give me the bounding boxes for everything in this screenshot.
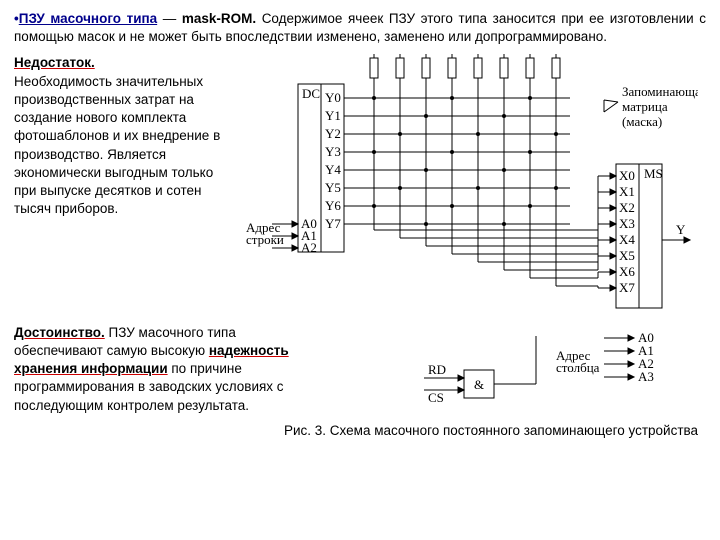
svg-text:Запоминающая: Запоминающая	[622, 84, 698, 99]
figure-caption-inline	[253, 398, 268, 413]
intro-paragraph: •ПЗУ масочного типа — mask-ROM. Содержим…	[14, 10, 706, 46]
svg-text:X1: X1	[619, 184, 635, 199]
svg-text:Y0: Y0	[325, 90, 341, 105]
svg-text:Адресстроки: Адресстроки	[246, 220, 284, 247]
svg-text:матрица: матрица	[622, 99, 668, 114]
diagram-lower: & RD CS Адрес столбца A0A1A2A3 Рис. 3. С…	[324, 324, 706, 449]
svg-text:A2: A2	[301, 240, 317, 255]
svg-text:Y7: Y7	[325, 216, 341, 231]
svg-text:DC: DC	[302, 86, 320, 101]
svg-text:столбца: столбца	[556, 360, 600, 375]
svg-text:X5: X5	[619, 248, 635, 263]
advantage-block: Достоинство. ПЗУ масочного типа обеспечи…	[14, 324, 324, 449]
svg-text:X6: X6	[619, 264, 635, 279]
figure-caption: Рис. 3. Схема масочного постоянного запо…	[284, 422, 714, 440]
svg-text:X0: X0	[619, 168, 635, 183]
svg-text:RD: RD	[428, 362, 446, 377]
rom-schematic-svg: DC Y0Y1Y2Y3Y4Y5Y6Y7 A0A1A2 MS X0X1X2X3X4…	[228, 54, 698, 314]
svg-text:A3: A3	[638, 369, 654, 384]
drawback-heading: Недостаток.	[14, 55, 95, 70]
svg-text:Y5: Y5	[325, 180, 341, 195]
svg-text:X3: X3	[619, 216, 635, 231]
rom-type-title: ПЗУ масочного типа	[19, 11, 157, 26]
svg-text:X4: X4	[619, 232, 635, 247]
svg-text:X7: X7	[619, 280, 635, 295]
svg-text:Y6: Y6	[325, 198, 341, 213]
drawback-block: Недостаток. Необходимость значительных п…	[14, 54, 222, 319]
svg-text:Y2: Y2	[325, 126, 341, 141]
svg-text:Y1: Y1	[325, 108, 341, 123]
svg-text:Y: Y	[676, 222, 686, 237]
svg-text:Y3: Y3	[325, 144, 341, 159]
advantage-heading: Достоинство.	[14, 325, 105, 340]
svg-text:(маска): (маска)	[622, 114, 662, 129]
svg-text:X2: X2	[619, 200, 635, 215]
diagram-upper: DC Y0Y1Y2Y3Y4Y5Y6Y7 A0A1A2 MS X0X1X2X3X4…	[228, 54, 706, 319]
drawback-body: Необходимость значительных производствен…	[14, 74, 220, 217]
svg-text:MS: MS	[644, 166, 663, 181]
svg-text:CS: CS	[428, 390, 444, 405]
mask-rom-term: mask-ROM.	[182, 11, 256, 26]
svg-text:&: &	[474, 377, 484, 392]
svg-text:Y4: Y4	[325, 162, 341, 177]
dash: —	[163, 11, 177, 26]
